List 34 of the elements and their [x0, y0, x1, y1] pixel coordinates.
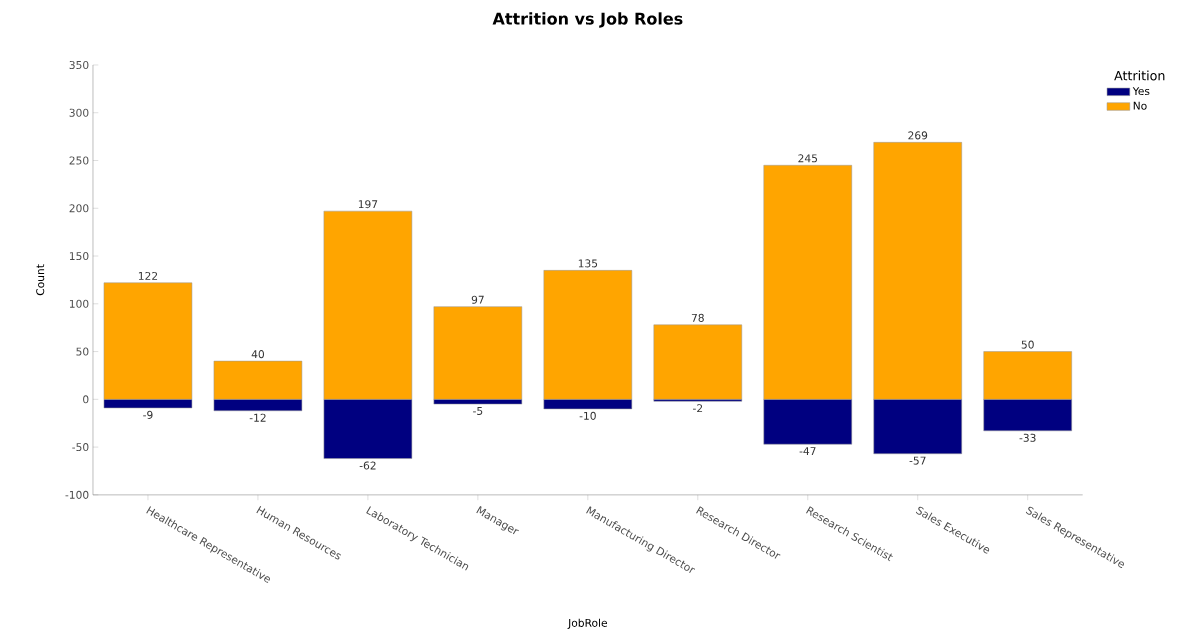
data-label: -57	[909, 456, 926, 465]
legend-label: Yes	[1132, 86, 1150, 95]
y-tick-label: 200	[69, 204, 89, 213]
x-axis-title: JobRole	[567, 618, 608, 629]
data-label: 40	[251, 349, 265, 358]
y-tick-label: 150	[69, 251, 89, 260]
y-tick-label: 50	[76, 347, 89, 356]
legend-title: Attrition	[1114, 70, 1165, 81]
y-tick-label: 250	[69, 156, 89, 165]
chart-title: Attrition vs Job Roles	[492, 12, 683, 28]
data-label: 269	[908, 131, 928, 140]
data-label: -5	[473, 406, 483, 415]
data-label: -10	[579, 411, 596, 420]
data-label: 135	[578, 259, 598, 268]
y-tick-label: 100	[69, 299, 89, 308]
data-label: 197	[358, 199, 378, 208]
y-tick-label: -100	[65, 490, 89, 499]
data-label: -9	[143, 410, 153, 419]
y-tick-label: 350	[69, 60, 89, 69]
data-label: 97	[471, 295, 484, 304]
data-label: 78	[691, 313, 704, 322]
y-tick-label: -50	[72, 442, 89, 451]
data-label: -62	[359, 461, 376, 470]
legend-label: No	[1133, 101, 1147, 110]
data-label: 245	[798, 154, 818, 163]
data-label: -2	[693, 403, 703, 412]
data-label: 122	[138, 271, 158, 280]
data-label: -33	[1019, 433, 1036, 442]
y-tick-label: 0	[83, 395, 89, 404]
y-axis-title: Count	[36, 264, 45, 295]
data-label: -47	[799, 446, 816, 455]
data-label: -12	[249, 413, 266, 422]
data-label: 50	[1021, 340, 1034, 349]
y-tick-label: 300	[69, 108, 89, 117]
